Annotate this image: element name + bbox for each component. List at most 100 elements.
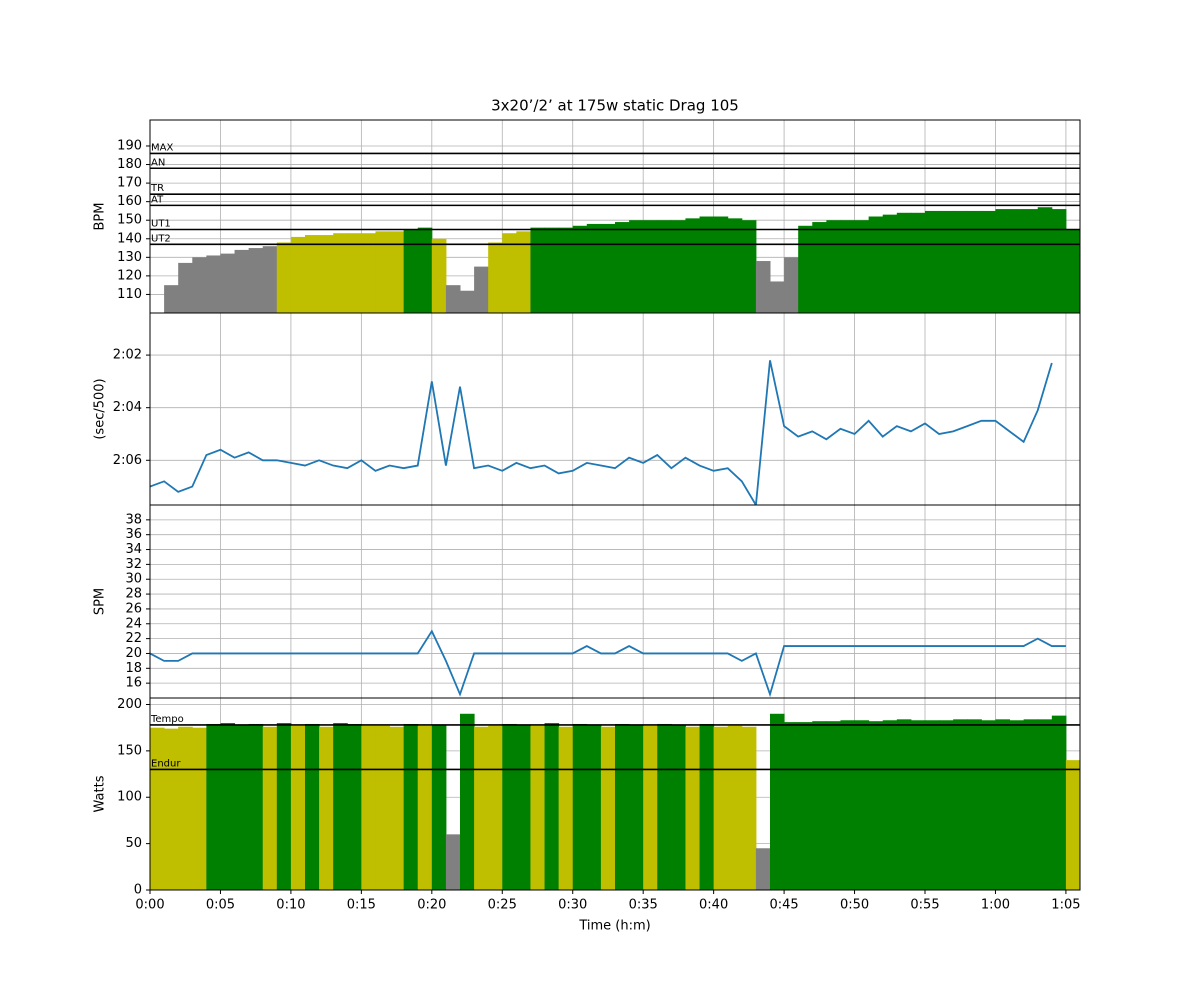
area-bar [248,723,264,890]
area-bar [234,724,250,890]
area-bar [389,231,405,313]
area-bar [1051,209,1067,313]
area-bar [319,235,334,313]
area-bar [417,725,433,890]
area-bar [981,720,996,890]
area-bar [164,285,179,313]
area-bar [572,225,588,313]
area-bar [826,220,841,313]
area-bar [474,266,489,313]
area-bar [417,227,433,313]
area-bar [164,728,179,890]
y-tick-label: 190 [117,138,142,153]
y-tick-label: 30 [125,572,142,587]
y-tick-label: 170 [117,176,142,191]
y-tick-label: 160 [117,194,142,209]
x-tick-label: 0:00 [135,898,164,913]
area-bar [572,723,588,890]
area-bar [770,281,785,313]
line [150,360,1053,505]
y-tick-label: 140 [117,231,142,246]
area-bar [868,216,884,313]
x-tick-label: 0:25 [488,898,517,913]
area-bar [812,222,827,313]
area-bar [713,726,729,890]
y-tick-label: 18 [125,661,142,676]
y-tick-label: 2:02 [113,348,142,363]
y-tick-label: 120 [117,268,142,283]
zone-label: AN [151,157,165,168]
area-bar [671,724,686,890]
area-bar [629,724,644,890]
area-bar [727,218,743,313]
area-bar [248,248,264,313]
area-bar [840,720,856,890]
area-bar [460,713,475,890]
area-bar [403,723,419,890]
y-axis-label: (sec/500) [93,378,108,439]
area-bar [375,231,391,313]
y-tick-label: 28 [125,587,142,602]
area-bar [925,720,940,890]
x-axis-label: Time (h:m) [578,919,650,934]
y-tick-label: 16 [125,676,142,691]
area-bar [1037,207,1053,313]
area-bar [798,722,813,890]
area-bar [784,257,799,313]
zone-label: UT1 [151,218,171,229]
area-bar [305,235,320,313]
y-tick-label: 20 [125,646,142,661]
area-bar [981,210,996,313]
area-bar [896,212,912,313]
area-bar [657,723,672,890]
area-bar [1023,719,1039,890]
area-bar [826,721,841,890]
x-tick-label: 1:05 [1051,898,1080,913]
area-bar [882,720,898,890]
area-bar [586,223,602,313]
y-tick-label: 32 [125,557,142,572]
area-bar [347,723,362,890]
area-bar [206,723,221,890]
area-bar [530,725,546,890]
y-tick-label: 22 [125,631,142,646]
area-bar [488,725,503,890]
y-axis-label: SPM [93,588,108,615]
area-bar [755,261,771,313]
area-bar [361,233,376,313]
y-tick-label: 110 [117,287,142,302]
area-bar [854,220,870,313]
y-tick-label: 200 [117,697,142,712]
area-bar [234,249,250,313]
y-tick-label: 34 [125,542,142,557]
area-bar [502,723,517,890]
area-bar [600,726,616,890]
area-bar [615,723,630,890]
area-bar [488,242,503,313]
area-bar [530,227,546,313]
area-bar [403,229,419,313]
y-tick-label: 50 [125,836,142,851]
area-bar [967,210,982,313]
x-tick-label: 0:35 [629,898,658,913]
area-bar [770,713,785,890]
area-bar [882,214,898,313]
area-bar [699,216,715,313]
y-tick-label: 24 [125,616,142,631]
area-bar [276,723,292,890]
area-bar [178,726,193,890]
line [150,629,1066,698]
area-bar [600,223,616,313]
y-axis-label: Watts [93,775,108,812]
area-bar [699,723,715,890]
area-bar [1009,209,1025,313]
zone-label: MAX [151,142,173,153]
area-bar [840,220,856,313]
y-tick-label: 26 [125,601,142,616]
area-bar [460,290,475,313]
area-bar [333,233,348,313]
plot-area [150,120,1080,313]
y-tick-label: 150 [117,213,142,228]
plot-area [150,505,1080,698]
